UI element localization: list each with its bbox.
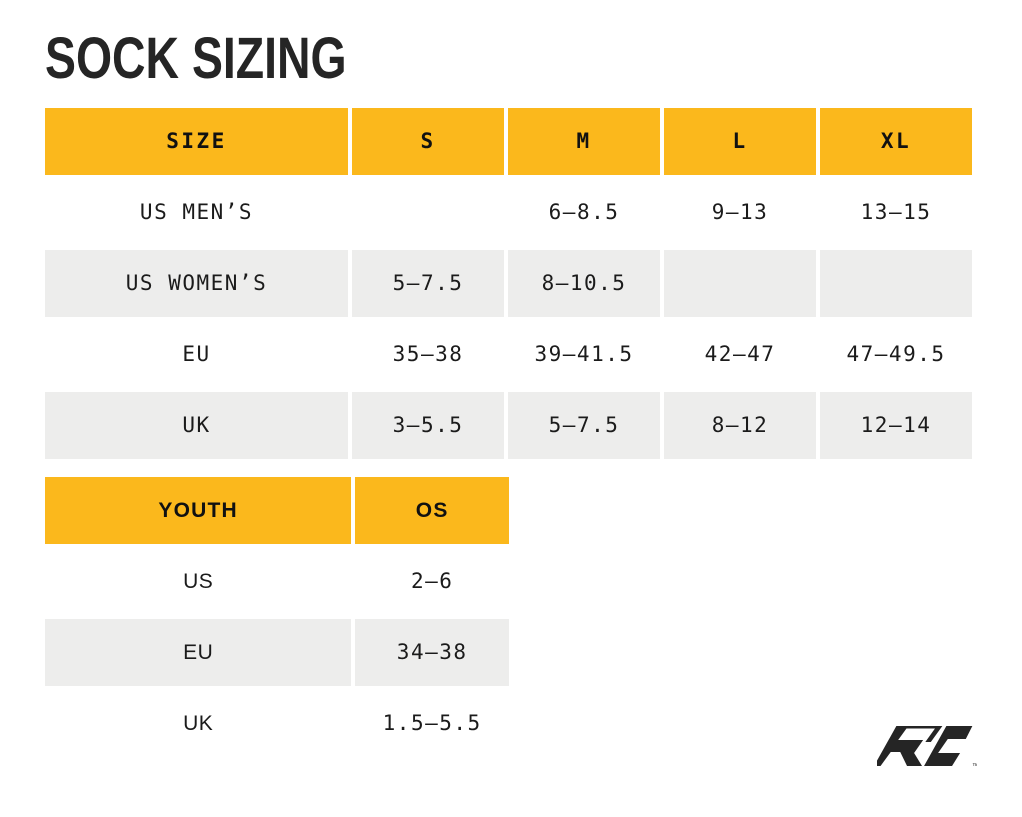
rc-logo: ™ <box>877 722 977 770</box>
column-header-os: OS <box>355 477 509 544</box>
cell-us-womens-s: 5–7.5 <box>352 250 505 317</box>
cell-us-mens-l: 9–13 <box>664 179 817 246</box>
cell-us-womens-xl <box>820 250 973 317</box>
cell-us-mens-xl: 13–15 <box>820 179 973 246</box>
table-row: US WOMEN’S 5–7.5 8–10.5 <box>45 250 973 317</box>
youth-sizing-table: YOUTH OS US 2–6 EU 34–38 UK 1.5–5.5 <box>45 477 509 757</box>
column-header-m: M <box>508 108 661 175</box>
row-label-youth-us: US <box>45 548 352 615</box>
column-header-l: L <box>664 108 817 175</box>
table-row: EU 34–38 <box>45 619 509 686</box>
cell-youth-eu-os: 34–38 <box>355 619 509 686</box>
row-label-uk: UK <box>45 392 349 459</box>
cell-eu-s: 35–38 <box>352 321 505 388</box>
table-row: UK 1.5–5.5 <box>45 690 509 757</box>
cell-uk-l: 8–12 <box>664 392 817 459</box>
cell-eu-m: 39–41.5 <box>508 321 661 388</box>
table-row: US 2–6 <box>45 548 509 615</box>
trademark-symbol: ™ <box>972 763 977 770</box>
rc-logo-icon: ™ <box>877 726 977 770</box>
row-label-eu: EU <box>45 321 349 388</box>
cell-uk-xl: 12–14 <box>820 392 973 459</box>
page-title: SOCK SIZING <box>45 26 347 91</box>
cell-us-womens-m: 8–10.5 <box>508 250 661 317</box>
cell-eu-xl: 47–49.5 <box>820 321 973 388</box>
column-header-youth: YOUTH <box>45 477 352 544</box>
cell-youth-uk-os: 1.5–5.5 <box>355 690 509 757</box>
table-row: EU 35–38 39–41.5 42–47 47–49.5 <box>45 321 973 388</box>
cell-us-womens-l <box>664 250 817 317</box>
cell-us-mens-s <box>352 179 505 246</box>
row-label-us-womens: US WOMEN’S <box>45 250 349 317</box>
cell-uk-m: 5–7.5 <box>508 392 661 459</box>
row-label-youth-uk: UK <box>45 690 352 757</box>
row-label-us-mens: US MEN’S <box>45 179 349 246</box>
table-row: US MEN’S 6–8.5 9–13 13–15 <box>45 179 973 246</box>
table-row: UK 3–5.5 5–7.5 8–12 12–14 <box>45 392 973 459</box>
cell-uk-s: 3–5.5 <box>352 392 505 459</box>
table-header-row: SIZE S M L XL <box>45 108 973 175</box>
cell-youth-us-os: 2–6 <box>355 548 509 615</box>
cell-eu-l: 42–47 <box>664 321 817 388</box>
row-label-youth-eu: EU <box>45 619 352 686</box>
youth-table-header-row: YOUTH OS <box>45 477 509 544</box>
column-header-xl: XL <box>820 108 973 175</box>
cell-us-mens-m: 6–8.5 <box>508 179 661 246</box>
column-header-s: S <box>352 108 505 175</box>
column-header-size: SIZE <box>45 108 349 175</box>
adult-sizing-table: SIZE S M L XL US MEN’S 6–8.5 9–13 13–15 … <box>45 108 973 459</box>
